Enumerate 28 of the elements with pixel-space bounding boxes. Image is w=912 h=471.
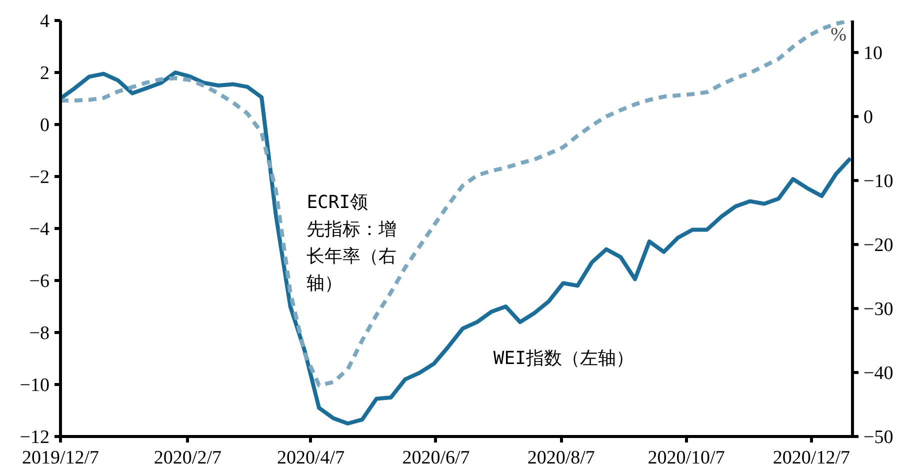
y2-axis-title: % — [830, 24, 847, 46]
y2-tick-label: 0 — [864, 107, 873, 128]
x-tick-label: 2020/12/7 — [772, 448, 850, 468]
y-tick-label: 4 — [40, 11, 50, 32]
y2-tick-label: −10 — [864, 171, 894, 192]
y-tick-label: −6 — [29, 271, 50, 292]
y-tick-label: −12 — [20, 427, 50, 448]
y2-tick-label: −40 — [864, 363, 894, 384]
series-label: ECRI领先指标：增长年率（右轴） — [306, 192, 397, 294]
line-series — [60, 70, 852, 426]
y-tick-label: −2 — [29, 167, 50, 188]
x-tick-label: 2020/10/7 — [648, 448, 725, 468]
y2-tick-label: −30 — [864, 299, 894, 320]
x-tick-label: 2020/6/7 — [402, 448, 470, 468]
series-label: WEI指数（左轴） — [493, 348, 634, 370]
x-tick-label: 2020/8/7 — [527, 448, 595, 468]
y-tick-label: 0 — [40, 115, 50, 136]
x-tick-label: 2019/12/7 — [22, 448, 100, 468]
line-series — [60, 20, 852, 388]
y-tick-label: −10 — [20, 375, 50, 396]
x-tick-label: 2020/4/7 — [277, 448, 345, 468]
y-tick-label: −4 — [29, 219, 50, 240]
y2-tick-label: −20 — [864, 235, 894, 256]
y-tick-label: −8 — [29, 323, 50, 344]
y2-tick-label: −50 — [864, 427, 894, 448]
y2-tick-label: 10 — [864, 43, 882, 64]
y-tick-label: 2 — [40, 63, 50, 84]
x-tick-label: 2020/2/7 — [154, 448, 222, 468]
